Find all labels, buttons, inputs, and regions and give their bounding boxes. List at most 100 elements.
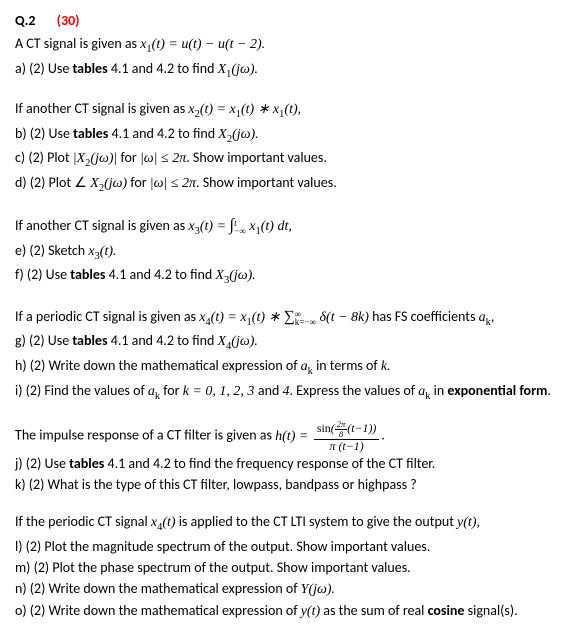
text: If another CT signal is given as bbox=[15, 100, 188, 117]
text: . bbox=[547, 382, 551, 399]
expr: x4(t) bbox=[151, 515, 176, 530]
s2-intro: If another CT signal is given as x2(t) =… bbox=[15, 98, 569, 123]
expr: |X2(jω)| bbox=[73, 151, 118, 166]
text: for bbox=[127, 174, 150, 191]
expr: ∠ X2(jω) bbox=[74, 176, 127, 191]
expr: y(t) bbox=[301, 604, 320, 619]
s4-intro: If a periodic CT signal is given as x4(t… bbox=[15, 305, 569, 331]
text: o) (2) Write down the mathematical expre… bbox=[15, 602, 301, 619]
expr: |ω| ≤ 2π bbox=[140, 151, 186, 166]
question-header: Q.2 (30) bbox=[15, 10, 569, 31]
text: l) (2) Plot the magnitude spectrum of th… bbox=[15, 538, 430, 555]
text: j) (2) Use bbox=[15, 455, 69, 472]
text: m) (2) Plot the phase spectrum of the ou… bbox=[15, 559, 411, 576]
text: and bbox=[258, 382, 283, 399]
text: in terms of bbox=[313, 357, 381, 374]
text: The impulse response of a CT filter is g… bbox=[15, 427, 275, 444]
text: d) (2) Plot bbox=[15, 174, 74, 191]
part-n: n) (2) Write down the mathematical expre… bbox=[15, 578, 569, 600]
text: If a periodic CT signal is given as bbox=[15, 308, 199, 325]
s3-intro: If another CT signal is given as x3(t) =… bbox=[15, 212, 569, 240]
text: . Show important values. bbox=[196, 174, 337, 191]
section-6: If the periodic CT signal x4(t) is appli… bbox=[15, 511, 569, 622]
expr: y(t), bbox=[457, 515, 480, 530]
bold-tables: tables bbox=[72, 332, 107, 349]
text: i) (2) Find the values of bbox=[15, 382, 148, 399]
part-h: h) (2) Write down the mathematical expre… bbox=[15, 355, 569, 380]
text: 4.1 and 4.2 to find bbox=[108, 332, 218, 349]
question-points: (30) bbox=[57, 12, 80, 29]
part-m: m) (2) Plot the phase spectrum of the ou… bbox=[15, 557, 569, 578]
part-a: a) (2) Use tables 4.1 and 4.2 to find X1… bbox=[15, 58, 569, 83]
text: a) (2) Use bbox=[15, 60, 72, 77]
expr: |ω| ≤ 2π bbox=[150, 176, 196, 191]
text: signal(s). bbox=[464, 602, 517, 619]
text: g) (2) Use bbox=[15, 332, 72, 349]
text: . bbox=[381, 427, 385, 444]
text: . Express the values of bbox=[289, 382, 418, 399]
expr: ak bbox=[301, 359, 313, 374]
expr: ak bbox=[479, 310, 491, 325]
text: k) (2) What is the type of this CT filte… bbox=[15, 476, 417, 493]
part-k: k) (2) What is the type of this CT filte… bbox=[15, 474, 569, 495]
part-j: j) (2) Use tables 4.1 and 4.2 to find th… bbox=[15, 453, 569, 474]
text: c) (2) Plot bbox=[15, 149, 73, 166]
section-4: If a periodic CT signal is given as x4(t… bbox=[15, 305, 569, 404]
expr: X4(jω). bbox=[217, 334, 257, 349]
text: e) (2) Sketch bbox=[15, 242, 88, 259]
bold-tables: tables bbox=[72, 60, 107, 77]
text: f) (2) Use bbox=[15, 266, 70, 283]
bold-exp: exponential form bbox=[447, 382, 547, 399]
text: for bbox=[160, 382, 183, 399]
bold-tables: tables bbox=[69, 455, 104, 472]
text: as the sum of real bbox=[320, 602, 427, 619]
expr: ak bbox=[148, 384, 160, 399]
text: for bbox=[117, 149, 140, 166]
text: h) (2) Write down the mathematical expre… bbox=[15, 357, 301, 374]
expr: k = 0, 1, 2, 3 bbox=[183, 384, 258, 399]
s1-intro: A CT signal is given as x1(t) = u(t) − u… bbox=[15, 33, 569, 58]
text: 4.1 and 4.2 to find bbox=[108, 125, 218, 142]
part-o: o) (2) Write down the mathematical expre… bbox=[15, 600, 569, 622]
part-c: c) (2) Plot |X2(jω)| for |ω| ≤ 2π. Show … bbox=[15, 147, 569, 172]
expr: X3(jω). bbox=[215, 268, 255, 283]
text: 4.1 and 4.2 to find bbox=[105, 266, 215, 283]
text: 4.1 and 4.2 to find bbox=[108, 60, 218, 77]
expr: X2(jω). bbox=[218, 127, 258, 142]
expr: h(t) = sin(2π8(t−1))π (t−1) bbox=[275, 429, 381, 444]
part-i: i) (2) Find the values of ak for k = 0, … bbox=[15, 380, 569, 405]
text: has FS coefficients bbox=[369, 308, 479, 325]
text: 4.1 and 4.2 to find the frequency respon… bbox=[104, 455, 435, 472]
section-3: If another CT signal is given as x3(t) =… bbox=[15, 212, 569, 289]
text: , bbox=[491, 308, 495, 325]
question-number: Q.2 bbox=[15, 12, 35, 29]
expr: x1(t) = u(t) − u(t − 2). bbox=[140, 37, 265, 52]
text: A CT signal is given as bbox=[15, 35, 140, 52]
expr: x3(t). bbox=[88, 244, 116, 259]
section-2: If another CT signal is given as x2(t) =… bbox=[15, 98, 569, 196]
part-l: l) (2) Plot the magnitude spectrum of th… bbox=[15, 536, 569, 557]
part-d: d) (2) Plot ∠ X2(jω) for |ω| ≤ 2π. Show … bbox=[15, 172, 569, 197]
bold-tables: tables bbox=[73, 125, 108, 142]
s6-intro: If the periodic CT signal x4(t) is appli… bbox=[15, 511, 569, 536]
expr: k. bbox=[381, 359, 391, 374]
part-b: b) (2) Use tables 4.1 and 4.2 to find X2… bbox=[15, 123, 569, 148]
part-e: e) (2) Sketch x3(t). bbox=[15, 240, 569, 265]
expr: x2(t) = x1(t) ∗ x1(t), bbox=[188, 102, 301, 117]
text: in bbox=[430, 382, 447, 399]
expr: ak bbox=[418, 384, 430, 399]
text: is applied to the CT LTI system to give … bbox=[176, 513, 458, 530]
bold-tables: tables bbox=[70, 266, 105, 283]
text: b) (2) Use bbox=[15, 125, 73, 142]
section-1: A CT signal is given as x1(t) = u(t) − u… bbox=[15, 33, 569, 82]
text: If the periodic CT signal bbox=[15, 513, 151, 530]
expr: Y(jω). bbox=[301, 582, 335, 597]
text: n) (2) Write down the mathematical expre… bbox=[15, 580, 301, 597]
expr: x3(t) = ∫t−∞ x1(t) dt, bbox=[188, 219, 291, 234]
expr: x4(t) = x1(t) ∗ ∑∞k=−∞ δ(t − 8k) bbox=[199, 310, 369, 325]
text: . Show important values. bbox=[186, 149, 327, 166]
section-5: The impulse response of a CT filter is g… bbox=[15, 420, 569, 495]
part-f: f) (2) Use tables 4.1 and 4.2 to find X3… bbox=[15, 264, 569, 289]
part-g: g) (2) Use tables 4.1 and 4.2 to find X4… bbox=[15, 330, 569, 355]
s5-intro: The impulse response of a CT filter is g… bbox=[15, 420, 569, 453]
